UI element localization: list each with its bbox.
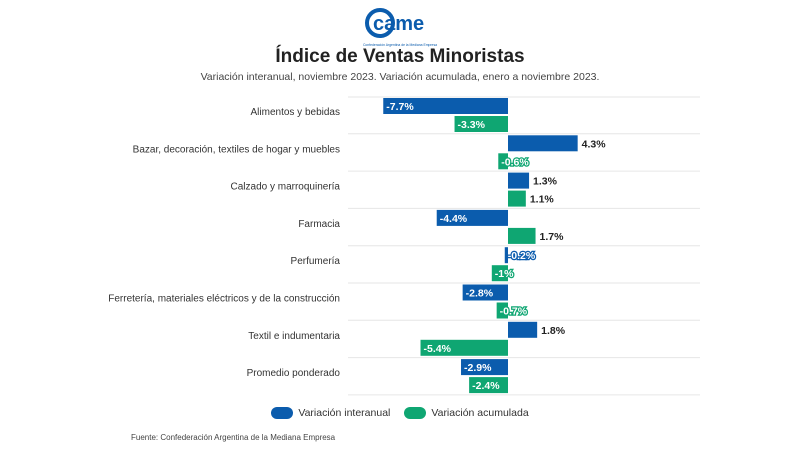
data-label: 1.3% — [533, 176, 558, 188]
logo-wordmark: came — [373, 13, 424, 35]
bar-interanual — [508, 321, 538, 338]
data-label: 1.1% — [530, 194, 555, 206]
chart-subtitle: Variación interanual, noviembre 2023. Va… — [200, 71, 600, 83]
bar-interanual — [383, 98, 508, 114]
legend-label-interanual: Variación interanual — [298, 407, 391, 419]
legend-swatch-interanual — [271, 407, 294, 419]
bar-acumulada — [491, 265, 508, 282]
data-label: -2.4% — [472, 380, 500, 392]
data-label: -1% — [495, 268, 514, 280]
came-logo: came Confederación Argentina de la Media… — [360, 6, 440, 50]
bar-interanual — [436, 209, 508, 226]
bar-acumulada — [496, 302, 508, 319]
legend-label-acumulada: Variación acumulada — [431, 407, 529, 419]
bar-interanual — [462, 284, 508, 301]
data-label: -4.4% — [440, 213, 468, 225]
data-label: 4.3% — [582, 138, 607, 150]
data-label: -5.4% — [424, 343, 452, 355]
category-label: Farmacia — [298, 219, 340, 230]
bar-acumulada — [454, 116, 508, 132]
category-label: Textil e indumentaria — [248, 331, 340, 342]
category-label: Calzado y marroquinería — [231, 182, 341, 193]
legend-item-interanual: Variación interanual — [271, 407, 390, 419]
data-label: -0.6% — [501, 156, 529, 168]
bar-acumulada — [498, 153, 508, 170]
data-label: -2.9% — [464, 362, 492, 374]
category-label: Alimentos y bebidas — [251, 107, 341, 118]
category-label: Bazar, decoración, textiles de hogar y m… — [133, 144, 340, 155]
bar-interanual — [508, 135, 578, 152]
bar-interanual — [508, 172, 530, 189]
legend-item-acumulada: Variación acumulada — [404, 407, 529, 419]
data-label: 1.7% — [540, 231, 565, 243]
bar-interanual — [504, 247, 508, 264]
bar-acumulada — [508, 227, 536, 244]
legend-swatch-acumulada — [404, 407, 427, 419]
bar-acumulada — [469, 377, 508, 394]
chart-title: Índice de Ventas Minoristas — [275, 46, 525, 67]
category-label: Ferretería, materiales eléctricos y de l… — [108, 294, 340, 305]
category-label: Perfumería — [291, 256, 341, 267]
data-label: -0.7% — [500, 306, 528, 318]
data-label: -3.3% — [458, 119, 486, 131]
legend: Variación interanual Variación acumulada — [0, 407, 800, 419]
logo-tagline: Confederación Argentina de la Mediana Em… — [363, 43, 437, 47]
bar-acumulada — [508, 190, 526, 207]
source-note: Fuente: Confederación Argentina de la Me… — [131, 433, 336, 442]
bar-acumulada — [420, 339, 508, 356]
data-label: -0.2% — [508, 250, 536, 262]
data-label: -7.7% — [386, 101, 414, 113]
category-label: Promedio ponderado — [247, 368, 341, 379]
data-label: -2.8% — [466, 288, 494, 300]
data-label: 1.8% — [541, 325, 566, 337]
bar-interanual — [461, 359, 508, 376]
